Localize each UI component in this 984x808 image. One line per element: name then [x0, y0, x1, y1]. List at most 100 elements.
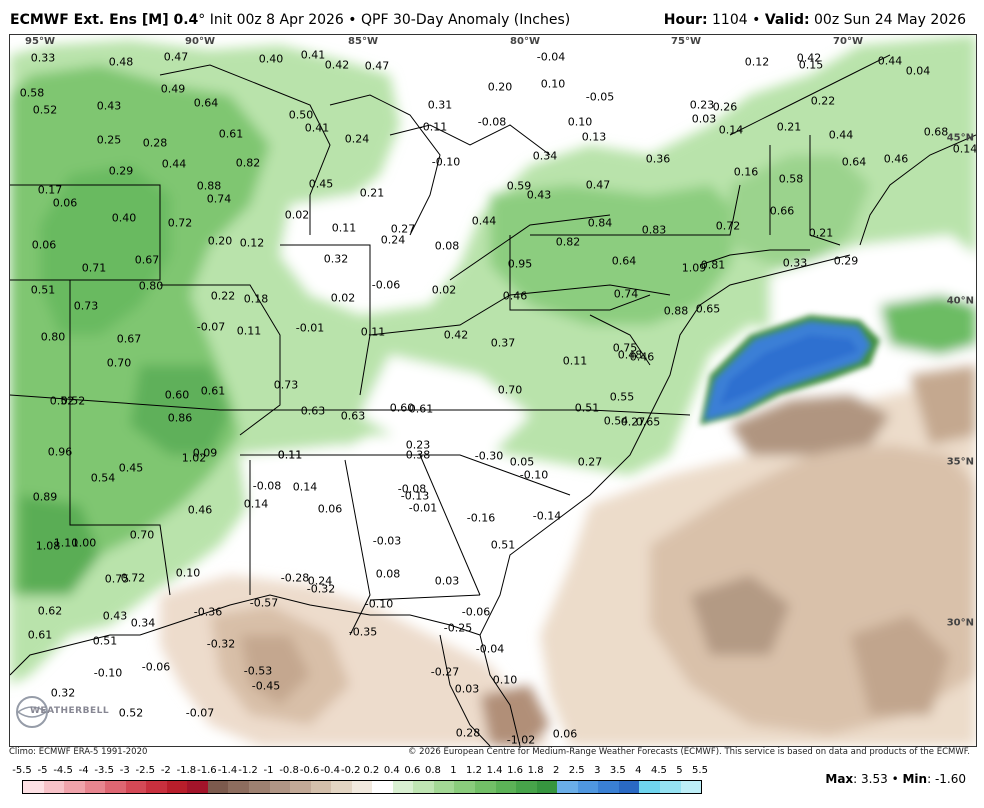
anomaly-value-label: 1.02: [181, 451, 207, 465]
anomaly-value-label: 0.55: [609, 390, 635, 404]
anomaly-value-label: 0.29: [833, 254, 859, 268]
anomaly-value-label: 0.45: [118, 461, 144, 475]
colorbar-tick-label: -2: [160, 765, 171, 776]
anomaly-map[interactable]: 95°W 90°W 85°W 80°W 75°W 70°W 45°N 40°N …: [9, 34, 977, 747]
anomaly-value-label: 0.18: [243, 292, 269, 306]
colorbar-swatch: [598, 781, 619, 793]
anomaly-value-label: 0.11: [331, 221, 357, 235]
colorbar-swatch: [166, 781, 188, 793]
anomaly-value-label: 0.74: [206, 192, 232, 206]
anomaly-value-label: 1.08: [35, 539, 61, 553]
anomaly-value-label: 0.59: [506, 179, 532, 193]
map-header: ECMWF Ext. Ens [M] 0.4° Init 00z 8 Apr 2…: [0, 0, 984, 34]
colorbar-swatch: [290, 781, 311, 793]
longitude-label: 85°W: [348, 36, 378, 47]
anomaly-value-label: -0.07: [196, 320, 226, 334]
anomaly-value-label: 0.70: [497, 383, 523, 397]
anomaly-value-label: -0.32: [306, 582, 336, 596]
model-name: ECMWF Ext. Ens [M] 0.4: [10, 12, 199, 28]
colorbar-tick-label: 3.5: [609, 765, 626, 776]
anomaly-value-label: 0.48: [108, 55, 134, 69]
anomaly-value-label: 0.44: [471, 214, 497, 228]
anomaly-value-label: -0.01: [295, 321, 325, 335]
colorbar-tick-label: -2.5: [135, 765, 156, 776]
anomaly-value-label: 0.36: [645, 152, 671, 166]
anomaly-value-label: -0.04: [475, 642, 505, 656]
colorbar-tick-label: 4: [635, 765, 642, 776]
anomaly-value-label: 0.22: [810, 94, 836, 108]
anomaly-value-label: 0.14: [952, 142, 977, 156]
anomaly-value-label: -0.35: [348, 625, 378, 639]
colorbar-tick-label: -1.6: [197, 765, 217, 776]
colorbar-swatch: [331, 781, 352, 793]
colorbar-tick-label: -0.8: [279, 765, 299, 776]
anomaly-value-label: 0.02: [431, 283, 457, 297]
colorbar-swatch: [680, 781, 702, 793]
boundaries: [10, 54, 976, 746]
anomaly-value-label: -0.32: [206, 637, 236, 651]
anomaly-value-label: 0.11: [360, 325, 386, 339]
anomaly-value-label: 0.72: [167, 216, 193, 230]
anomaly-value-label: 0.28: [455, 726, 481, 740]
colorbar-swatch: [639, 781, 660, 793]
anomaly-value-label: 0.32: [323, 252, 349, 266]
anomaly-value-label: 0.24: [380, 233, 406, 247]
anomaly-value-label: -0.06: [461, 605, 491, 619]
anomaly-value-label: 0.64: [611, 254, 637, 268]
anomaly-value-label: 0.23: [689, 98, 715, 112]
min-value: -1.60: [934, 772, 966, 786]
colorbar-tick-label: -1: [263, 765, 274, 776]
copyright-note: © 2026 European Centre for Medium-Range …: [407, 747, 970, 757]
anomaly-value-label: 0.61: [27, 628, 53, 642]
anomaly-value-label: 0.82: [555, 235, 581, 249]
anomaly-value-label: 0.14: [718, 123, 744, 137]
anomaly-value-label: -0.57: [249, 596, 279, 610]
anomaly-value-label: 0.51: [490, 538, 516, 552]
colorbar-swatch: [454, 781, 476, 793]
weatherbell-logo: WEATHERBELL: [14, 694, 109, 730]
anomaly-value-label: 0.74: [613, 287, 639, 301]
anomaly-value-label: 0.60: [164, 388, 190, 402]
colorbar-swatch: [269, 781, 291, 793]
anomaly-value-label: 0.21: [808, 226, 834, 240]
anomaly-value-label: 0.10: [540, 77, 566, 91]
anomaly-value-label: 0.66: [769, 204, 795, 218]
anomaly-value-label: -0.08: [477, 115, 507, 129]
valid-value: 00z Sun 24 May 2026: [814, 12, 966, 28]
anomaly-value-label: 0.75: [612, 341, 638, 355]
anomaly-value-label: 0.64: [841, 155, 867, 169]
anomaly-value-label: 0.96: [47, 445, 73, 459]
colorbar-tick-label: 1.6: [507, 765, 524, 776]
anomaly-value-label: 0.12: [239, 236, 265, 250]
anomaly-value-label: 0.33: [30, 51, 56, 65]
anomaly-value-label: 0.51: [92, 634, 118, 648]
colorbar-tick-label: -1.4: [217, 765, 238, 776]
anomaly-value-label: 0.81: [700, 258, 726, 272]
anomaly-value-label: 0.06: [317, 502, 343, 516]
colorbar-swatch: [23, 781, 44, 793]
anomaly-value-label: 0.04: [905, 64, 931, 78]
anomaly-value-label: 0.42: [324, 58, 350, 72]
anomaly-value-label: 0.61: [218, 127, 244, 141]
anomaly-value-label: 0.06: [52, 196, 78, 210]
latitude-label: 40°N: [946, 295, 974, 307]
anomaly-value-label: 0.11: [277, 448, 303, 462]
anomaly-value-label: 0.68: [923, 125, 949, 139]
colorbar-tick-label: -1.2: [238, 765, 258, 776]
anomaly-value-label: -0.16: [466, 511, 496, 525]
colorbar-tick-label: 1.4: [486, 765, 503, 776]
anomaly-value-label: 0.38: [405, 448, 431, 462]
anomaly-value-label: -0.10: [431, 155, 461, 169]
anomaly-value-label: -0.05: [585, 90, 615, 104]
anomaly-value-label: 0.63: [340, 409, 366, 423]
anomaly-value-label: 0.72: [120, 571, 146, 585]
latitude-label: 35°N: [946, 456, 974, 468]
hour-label: Hour:: [663, 12, 708, 28]
anomaly-value-label: 0.24: [344, 132, 370, 146]
colorbar-tick-label: 2.5: [568, 765, 585, 776]
longitude-label: 70°W: [833, 36, 863, 47]
colorbar-tick-label: -4: [78, 765, 89, 776]
colorbar-tick-label: 5.5: [692, 765, 708, 776]
anomaly-value-label: 0.43: [102, 609, 128, 623]
colorbar-swatch: [372, 781, 393, 793]
